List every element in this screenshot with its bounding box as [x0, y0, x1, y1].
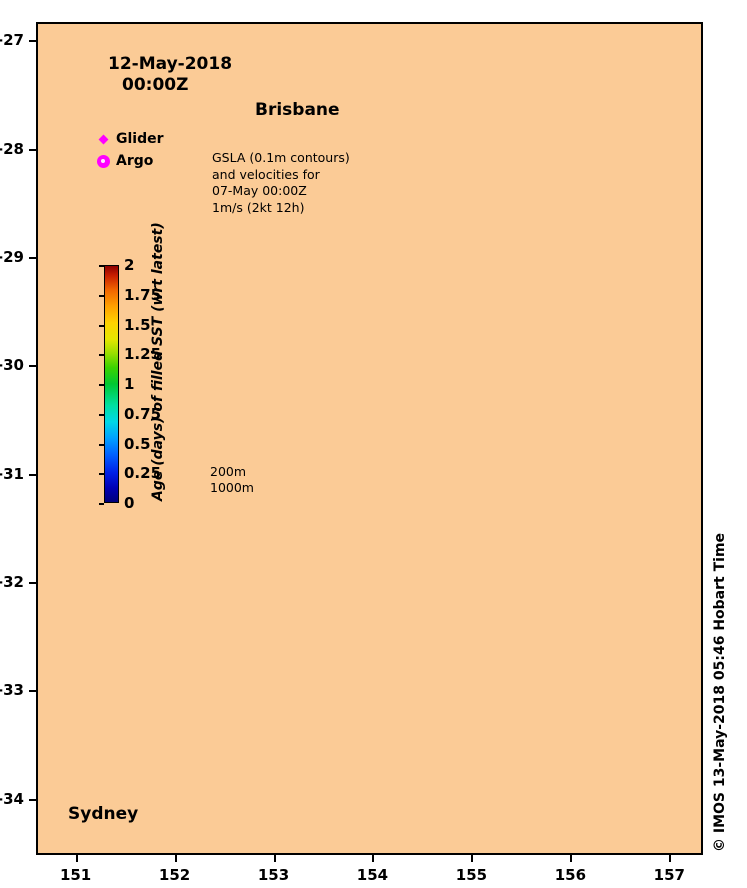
city-label-brisbane: Brisbane	[255, 100, 340, 120]
circle-marker-icon	[90, 154, 116, 168]
city-label-sydney: Sydney	[68, 804, 139, 824]
y-tick-label: -28	[0, 139, 24, 158]
bathymetry-legend-label: 200m 1000m	[210, 464, 254, 495]
colorbar-tickmark	[99, 443, 104, 446]
y-tickmark	[29, 473, 36, 476]
y-tick-label: -34	[0, 789, 24, 808]
colorbar-gradient	[104, 265, 119, 503]
y-tick-label: -32	[0, 573, 24, 592]
colorbar-tickmark	[99, 324, 104, 327]
colorbar-tick-label: 1.75	[124, 285, 162, 304]
colorbar-tickmark	[99, 294, 104, 297]
colorbar-tick-label: 1	[124, 375, 135, 393]
x-tick-label: 157	[653, 866, 685, 884]
colorbar-tick-label: 1.5	[124, 315, 151, 334]
colorbar-tickmark	[99, 503, 104, 505]
y-tickmark	[29, 582, 36, 585]
colorbar-tick-label: 0.75	[124, 404, 162, 423]
x-tickmark	[570, 855, 573, 862]
colorbar-tick-label: 0	[124, 494, 135, 512]
gsla-annotation: GSLA (0.1m contours) and velocities for …	[212, 150, 350, 215]
colorbar-title: Age (days) of filled SST (wrt latest)	[150, 222, 166, 501]
y-tickmark	[29, 148, 36, 151]
date-stamp-date: 12-May-2018	[108, 54, 233, 74]
x-tickmark	[471, 855, 474, 862]
x-tickmark	[372, 855, 375, 862]
x-tick-label: 152	[158, 866, 191, 884]
x-tickmark	[75, 855, 78, 862]
x-tickmark	[273, 855, 276, 862]
x-tickmark	[174, 855, 177, 862]
x-tick-label: 155	[455, 866, 488, 884]
colorbar-tickmark	[99, 354, 104, 357]
legend-label-argo: Argo	[116, 153, 154, 169]
x-tick-label: 151	[59, 866, 92, 884]
y-tick-label: -27	[0, 31, 24, 50]
colorbar-tick-label: 0.5	[124, 434, 151, 453]
colorbar-tick-label: 2	[124, 256, 135, 274]
legend-item-glider: Glider	[90, 128, 164, 150]
colorbar-tick-label: 1.25	[124, 345, 162, 364]
y-tick-label: -29	[0, 247, 24, 266]
colorbar-tickmark	[99, 265, 104, 267]
y-tickmark	[29, 798, 36, 801]
x-tick-label: 153	[257, 866, 290, 884]
x-tick-label: 154	[356, 866, 389, 884]
diamond-marker-icon	[90, 134, 116, 144]
marker-legend: Glider Argo	[90, 128, 164, 172]
x-tickmark	[669, 855, 672, 862]
colorbar-tickmark	[99, 413, 104, 416]
date-stamp: 12-May-2018 00:00Z	[108, 54, 232, 96]
colorbar-tickmark	[99, 473, 104, 476]
x-tick-label: 156	[554, 866, 587, 884]
colorbar-tick-label: 0.25	[124, 464, 162, 483]
y-tickmark	[29, 256, 36, 259]
y-tick-label: -30	[0, 356, 24, 375]
colorbar: 2 1.75 1.5 1.25 1 0.75 0.5 0.25 0	[99, 256, 161, 512]
colorbar-tickmark	[99, 384, 104, 386]
sst-age-heatmap	[38, 24, 701, 853]
y-tick-label: -33	[0, 681, 24, 700]
map-plot-area: 12-May-2018 00:00Z Brisbane Sydney GSLA (…	[36, 22, 703, 855]
y-tickmark	[29, 690, 36, 693]
date-stamp-time: 00:00Z	[122, 75, 189, 95]
y-tickmark	[29, 40, 36, 43]
y-tickmark	[29, 365, 36, 368]
y-tick-label: -31	[0, 464, 24, 483]
legend-label-glider: Glider	[116, 131, 164, 147]
legend-item-argo: Argo	[90, 150, 164, 172]
